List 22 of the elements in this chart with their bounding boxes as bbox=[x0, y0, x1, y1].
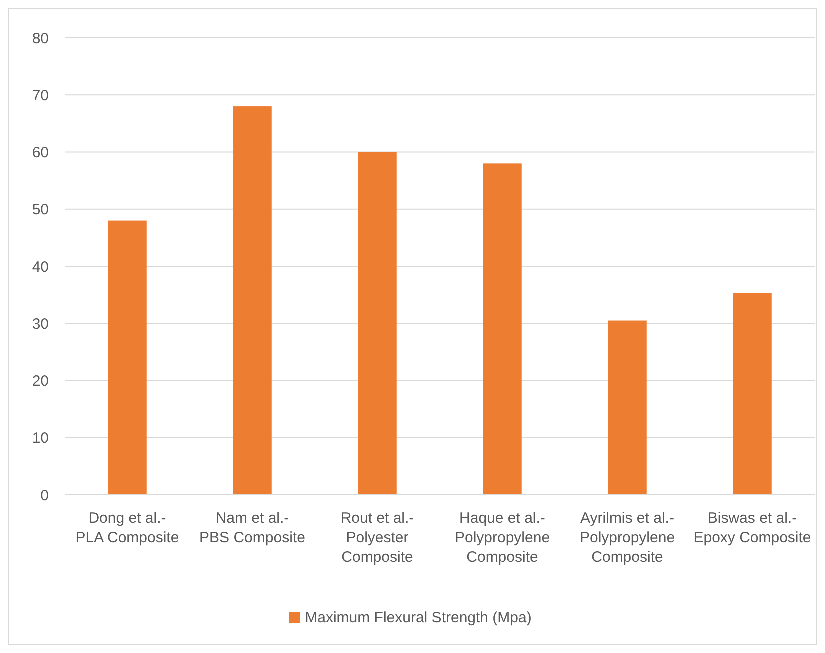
y-tick-label: 0 bbox=[40, 487, 49, 504]
x-tick-label: Dong et al.- PLA Composite bbox=[76, 510, 180, 546]
y-tick-label: 40 bbox=[32, 258, 49, 276]
x-tick-label: Ayrilmis et al.- Polypropylene Composite bbox=[580, 510, 676, 566]
bar bbox=[608, 320, 647, 495]
legend-label: Maximum Flexural Strength (Mpa) bbox=[305, 609, 532, 626]
y-tick-label: 20 bbox=[32, 373, 49, 390]
bar bbox=[108, 220, 147, 495]
y-tick-label: 10 bbox=[32, 430, 49, 448]
bar bbox=[233, 106, 272, 495]
y-tick-label: 30 bbox=[32, 316, 49, 333]
bar bbox=[483, 164, 522, 495]
x-tick-label: Rout et al.- Polyester Composite bbox=[340, 510, 414, 566]
bar bbox=[358, 152, 397, 495]
x-tick-label: Haque et al.- Polypropylene Composite bbox=[454, 510, 550, 566]
bar bbox=[733, 293, 772, 495]
x-tick-label: Biswas et al.- Epoxy Composite bbox=[694, 510, 812, 546]
x-tick-label: Nam et al.- PBS Composite bbox=[200, 510, 306, 546]
y-tick-label: 70 bbox=[32, 87, 49, 104]
y-tick-label: 80 bbox=[32, 30, 49, 48]
y-tick-label: 60 bbox=[32, 144, 49, 162]
y-tick-label: 50 bbox=[32, 202, 49, 219]
